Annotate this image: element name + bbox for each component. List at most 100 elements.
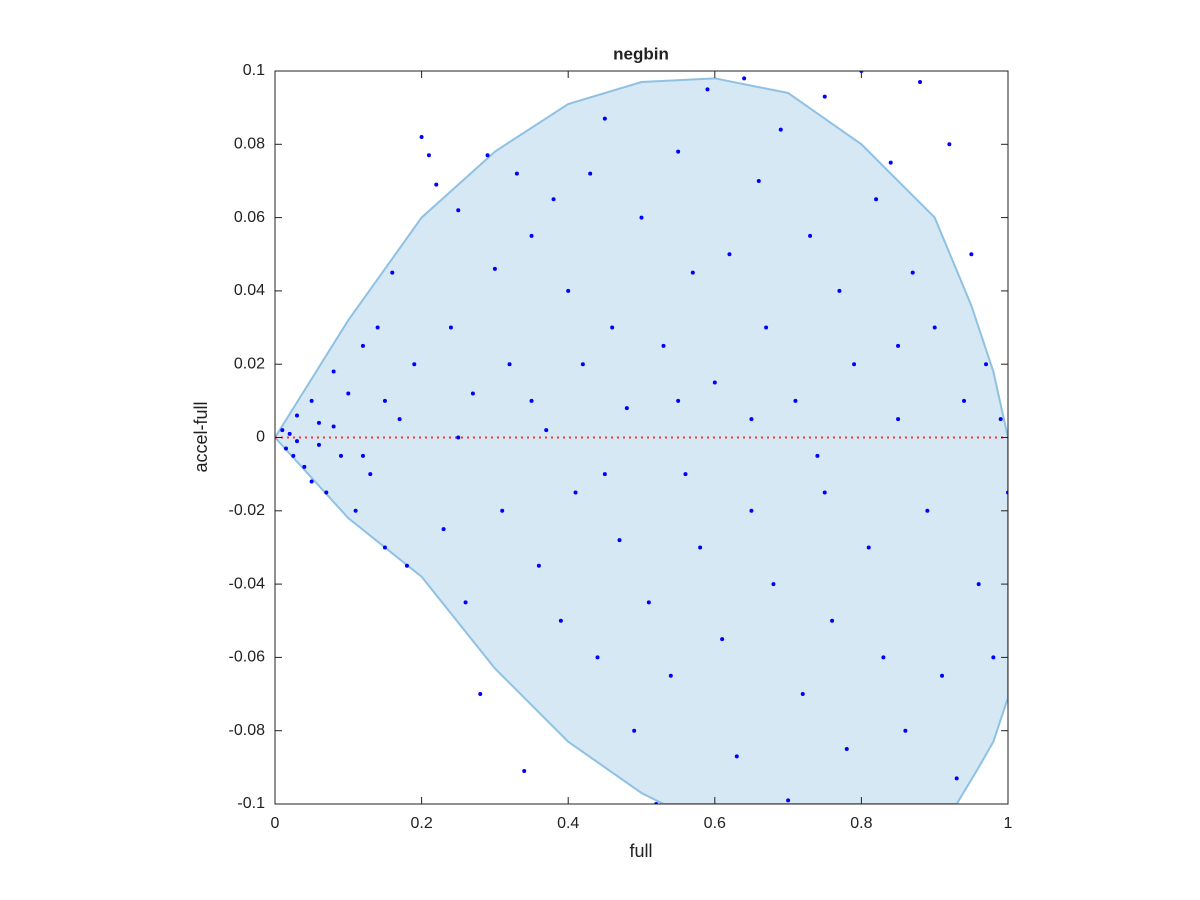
x-tick-label: 0.8 [850,815,872,832]
point [852,362,857,367]
point [991,655,996,660]
point [720,637,725,642]
point [280,428,285,433]
point [580,362,585,367]
point [822,490,827,495]
point [639,215,644,220]
point [331,424,336,429]
point [969,252,974,257]
point [815,453,820,458]
point [544,428,549,433]
point [954,776,959,781]
point [705,87,710,92]
point [368,472,373,477]
point [390,270,395,275]
point [962,398,967,403]
point [610,325,615,330]
point [338,453,343,458]
point [485,153,490,158]
point [463,600,468,605]
point [595,655,600,660]
y-tick-label: 0.08 [234,136,265,153]
y-axis-label: accel-full [191,401,211,472]
point [698,545,703,550]
point [426,153,431,158]
point [749,508,754,513]
point [566,288,571,293]
point [808,233,813,238]
point [888,160,893,165]
y-tick-label: 0 [256,429,265,446]
point [683,472,688,477]
point [448,325,453,330]
point [668,673,673,678]
x-tick-label: 0.2 [410,815,432,832]
y-tick-label: -0.1 [237,795,265,812]
point [294,413,299,418]
point [661,343,666,348]
plot-area [275,71,1008,804]
point [602,116,607,121]
point [346,391,351,396]
x-tick-label: 0.6 [704,815,726,832]
point [742,76,747,81]
point [903,728,908,733]
y-tick-label: -0.06 [229,649,266,666]
y-tick-label: -0.08 [229,722,266,739]
point [404,563,409,568]
point [624,406,629,411]
point [984,362,989,367]
point [800,692,805,697]
point [294,439,299,444]
point [412,362,417,367]
point [822,94,827,99]
point [324,490,329,495]
point [727,252,732,257]
x-tick-label: 0 [271,815,280,832]
x-tick-label: 1 [1004,815,1013,832]
point [283,446,288,451]
point [456,435,461,440]
point [434,182,439,187]
point [287,431,292,436]
y-tick-label: 0.02 [234,355,265,372]
point [507,362,512,367]
point [932,325,937,330]
point [551,197,556,202]
point [676,398,681,403]
feasible-region [275,77,1008,804]
point [793,398,798,403]
point [602,472,607,477]
point [764,325,769,330]
point [617,538,622,543]
point [316,420,321,425]
point [676,149,681,154]
point [536,563,541,568]
point [291,453,296,458]
point [830,618,835,623]
point [918,79,923,84]
point [778,127,783,132]
point [382,398,387,403]
point [360,343,365,348]
point [866,545,871,550]
point [837,288,842,293]
point [771,582,776,587]
point [632,728,637,733]
point [998,417,1003,422]
point [529,233,534,238]
x-tick-label: 0.4 [557,815,579,832]
point [844,747,849,752]
point [470,391,475,396]
point [382,545,387,550]
y-tick-label: -0.02 [229,502,266,519]
point [896,417,901,422]
point [910,270,915,275]
point [573,490,578,495]
point [375,325,380,330]
x-axis-label: full [629,841,652,861]
point [529,398,534,403]
point [947,142,952,147]
point [309,398,314,403]
